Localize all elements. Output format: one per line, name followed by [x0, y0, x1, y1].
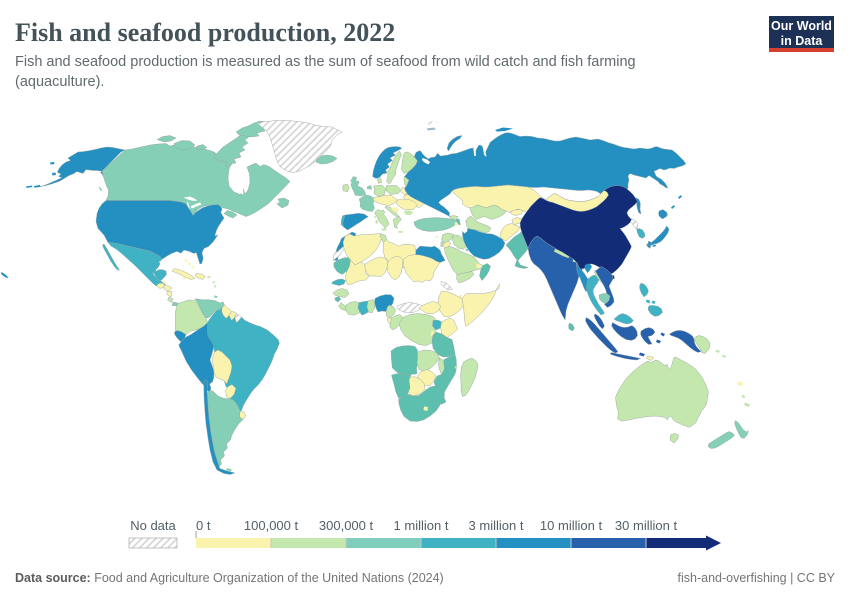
svg-text:No data: No data — [130, 518, 176, 533]
svg-text:30 million t: 30 million t — [615, 518, 678, 533]
svg-text:0 t: 0 t — [196, 518, 211, 533]
svg-text:300,000 t: 300,000 t — [319, 518, 374, 533]
svg-text:100,000 t: 100,000 t — [244, 518, 299, 533]
svg-text:10 million t: 10 million t — [540, 518, 603, 533]
svg-text:3 million t: 3 million t — [469, 518, 524, 533]
svg-text:1 million t: 1 million t — [394, 518, 449, 533]
